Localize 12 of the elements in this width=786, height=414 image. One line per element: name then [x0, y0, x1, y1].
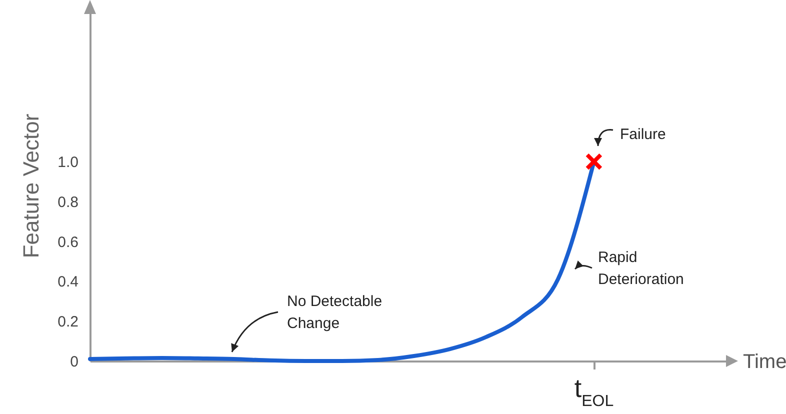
y-tick-label: 0: [70, 354, 78, 370]
text: Time: [743, 351, 786, 373]
text: t$_{EOL}$: [574, 373, 614, 410]
y-tick-label: 0.6: [58, 234, 78, 251]
y-tick-label: 1.0: [58, 154, 78, 172]
annotation: Rapid Deterioration: [598, 249, 684, 288]
y-tick-label: 0.4: [58, 274, 78, 291]
text: Failure: [620, 126, 666, 143]
annotation: No Detectable Change: [287, 293, 382, 332]
y-axis-title: Feature Vector: [18, 114, 44, 258]
y-tick-label: 0.2: [58, 314, 78, 331]
y-tick-label: 0.8: [58, 194, 78, 211]
